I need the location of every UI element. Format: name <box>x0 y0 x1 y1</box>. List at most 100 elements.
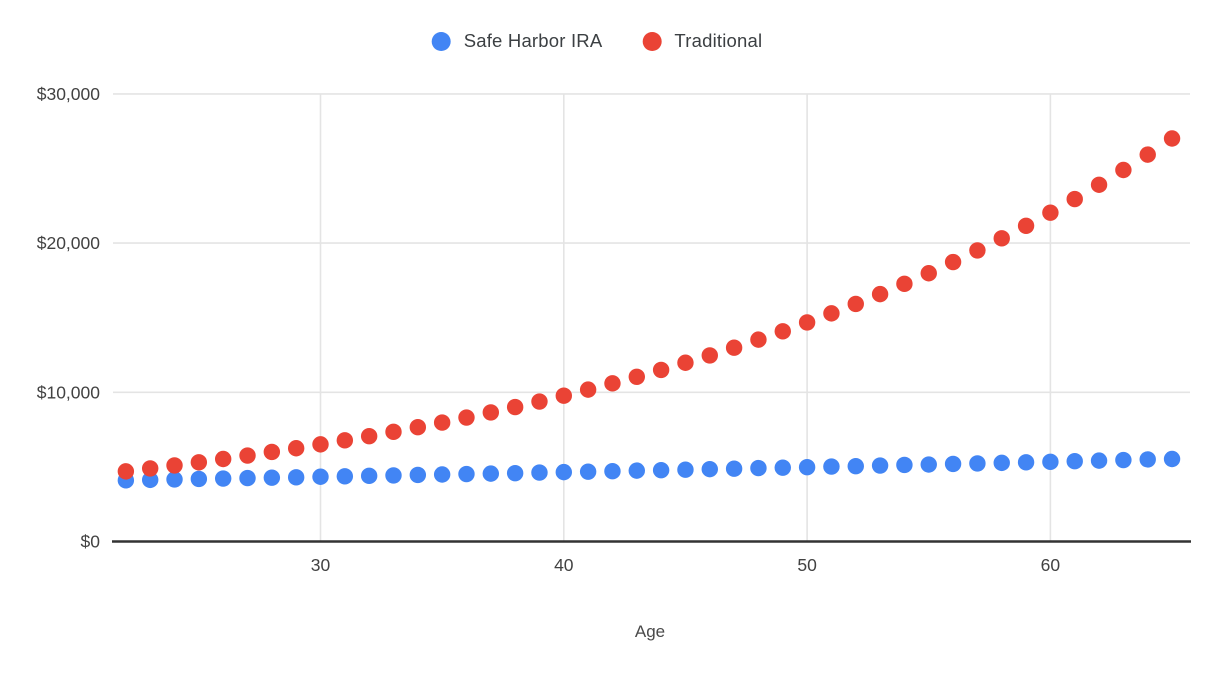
legend-item-traditional: Traditional <box>642 30 762 52</box>
data-point-safe-harbor-ira <box>458 465 475 483</box>
legend-swatch-blue-icon <box>431 31 451 51</box>
data-point-safe-harbor-ira <box>969 455 986 472</box>
data-point-traditional <box>1163 130 1181 147</box>
data-point-traditional <box>1115 161 1132 179</box>
data-point-traditional <box>166 457 183 474</box>
data-point-traditional <box>652 361 670 379</box>
data-point-traditional <box>847 295 864 313</box>
data-point-safe-harbor-ira <box>409 466 427 484</box>
data-point-safe-harbor-ira <box>263 469 281 486</box>
x-axis-title: Age <box>634 622 666 641</box>
data-point-safe-harbor-ira <box>166 471 183 488</box>
data-point-safe-harbor-ira <box>993 454 1010 472</box>
data-point-traditional <box>409 419 427 436</box>
legend-label-traditional: Traditional <box>674 30 763 51</box>
data-point-traditional <box>920 265 937 282</box>
data-point-traditional <box>1017 217 1035 234</box>
data-point-traditional <box>433 414 451 431</box>
data-point-traditional <box>969 242 986 259</box>
data-point-safe-harbor-ira <box>433 466 451 483</box>
data-point-safe-harbor-ira <box>287 469 305 486</box>
data-point-traditional <box>628 368 645 385</box>
data-point-traditional <box>774 323 791 340</box>
data-point-safe-harbor-ira <box>725 460 743 477</box>
data-point-traditional <box>701 347 718 364</box>
y-tick-label: $30,000 <box>37 84 101 104</box>
data-point-safe-harbor-ira <box>1139 451 1156 468</box>
data-point-traditional <box>725 339 743 356</box>
data-point-traditional <box>896 275 913 293</box>
data-point-safe-harbor-ira <box>579 463 597 480</box>
data-point-safe-harbor-ira <box>190 470 208 488</box>
data-point-safe-harbor-ira <box>336 468 354 485</box>
data-point-safe-harbor-ira <box>1090 452 1108 469</box>
data-point-traditional <box>579 381 597 398</box>
x-tick-label: 60 <box>1041 555 1061 575</box>
data-point-traditional <box>798 314 816 331</box>
data-point-safe-harbor-ira <box>1017 454 1035 471</box>
data-point-safe-harbor-ira <box>1066 453 1083 470</box>
data-point-traditional <box>482 404 500 421</box>
data-point-safe-harbor-ira <box>312 468 329 485</box>
data-point-traditional <box>117 463 135 480</box>
data-point-safe-harbor-ira <box>239 469 256 487</box>
data-point-safe-harbor-ira <box>555 463 572 481</box>
data-point-safe-harbor-ira <box>1115 451 1132 469</box>
data-point-safe-harbor-ira <box>823 458 840 475</box>
data-point-safe-harbor-ira <box>701 460 718 478</box>
data-point-safe-harbor-ira <box>628 462 645 479</box>
legend: Safe Harbor IRA Traditional <box>431 30 763 52</box>
x-tick-label: 50 <box>797 555 817 575</box>
data-point-traditional <box>944 253 962 271</box>
y-tick-label: $20,000 <box>37 233 101 253</box>
data-point-safe-harbor-ira <box>360 467 378 485</box>
data-point-traditional <box>336 432 354 449</box>
data-point-traditional <box>993 230 1010 247</box>
data-point-traditional <box>750 331 767 348</box>
data-point-safe-harbor-ira <box>896 456 913 474</box>
data-point-safe-harbor-ira <box>385 467 402 484</box>
data-point-safe-harbor-ira <box>531 464 548 481</box>
data-point-safe-harbor-ira <box>871 457 889 474</box>
y-tick-label: $10,000 <box>37 382 101 402</box>
data-point-safe-harbor-ira <box>677 461 694 478</box>
data-point-traditional <box>141 460 159 477</box>
data-point-traditional <box>531 393 548 410</box>
y-tick-label: $0 <box>81 532 101 552</box>
data-point-traditional <box>263 443 281 461</box>
data-point-traditional <box>287 440 305 457</box>
data-point-traditional <box>239 447 256 464</box>
data-point-safe-harbor-ira <box>604 463 621 480</box>
data-point-safe-harbor-ira <box>1042 453 1059 471</box>
data-point-traditional <box>312 436 329 453</box>
data-point-traditional <box>1090 176 1108 193</box>
data-point-traditional <box>458 409 475 426</box>
data-point-traditional <box>1066 190 1083 208</box>
legend-label-safe-harbor-ira: Safe Harbor IRA <box>463 30 603 51</box>
data-point-safe-harbor-ira <box>847 457 864 475</box>
data-point-traditional <box>190 454 208 471</box>
data-point-safe-harbor-ira <box>750 459 767 477</box>
data-point-safe-harbor-ira <box>506 464 524 482</box>
data-point-safe-harbor-ira <box>652 461 670 479</box>
x-tick-label: 30 <box>311 555 331 575</box>
x-tick-label: 40 <box>554 555 574 575</box>
data-point-traditional <box>506 398 524 416</box>
data-point-traditional <box>823 305 840 322</box>
data-point-traditional <box>360 427 378 445</box>
data-point-safe-harbor-ira <box>798 458 816 476</box>
data-point-safe-harbor-ira <box>141 471 159 489</box>
data-point-safe-harbor-ira <box>1163 450 1181 468</box>
data-point-safe-harbor-ira <box>482 465 500 482</box>
legend-item-safe-harbor-ira: Safe Harbor IRA <box>431 30 603 52</box>
data-point-traditional <box>1139 146 1156 163</box>
data-point-safe-harbor-ira <box>774 459 791 476</box>
data-point-safe-harbor-ira <box>944 455 962 473</box>
legend-swatch-red-icon <box>642 31 662 51</box>
data-point-traditional <box>214 450 232 468</box>
data-point-traditional <box>677 354 694 371</box>
data-point-traditional <box>871 285 889 303</box>
data-point-traditional <box>1042 204 1059 221</box>
